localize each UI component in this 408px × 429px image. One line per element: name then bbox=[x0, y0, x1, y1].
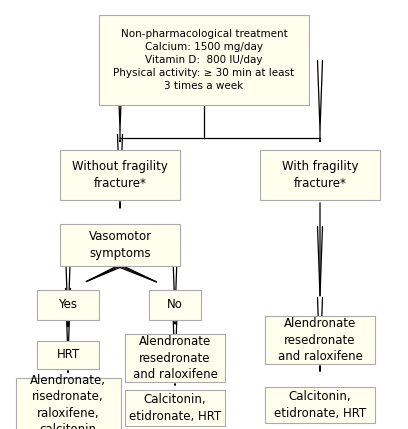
Text: Vasomotor
symptoms: Vasomotor symptoms bbox=[89, 230, 151, 260]
FancyBboxPatch shape bbox=[60, 150, 180, 200]
FancyBboxPatch shape bbox=[60, 224, 180, 266]
FancyBboxPatch shape bbox=[125, 334, 225, 382]
Text: Yes: Yes bbox=[58, 299, 78, 311]
FancyBboxPatch shape bbox=[260, 150, 380, 200]
FancyBboxPatch shape bbox=[265, 387, 375, 423]
Text: Non-pharmacological treatment
Calcium: 1500 mg/day
Vitamin D:  800 IU/day
Physic: Non-pharmacological treatment Calcium: 1… bbox=[113, 30, 295, 91]
FancyBboxPatch shape bbox=[37, 290, 99, 320]
Text: Alendronate
resedronate
and raloxifene: Alendronate resedronate and raloxifene bbox=[133, 335, 217, 381]
FancyBboxPatch shape bbox=[265, 316, 375, 364]
Text: Calcitonin,
etidronate, HRT: Calcitonin, etidronate, HRT bbox=[274, 390, 366, 420]
Text: No: No bbox=[167, 299, 183, 311]
Text: HRT: HRT bbox=[56, 348, 80, 362]
Text: Without fragility
fracture*: Without fragility fracture* bbox=[72, 160, 168, 190]
Text: Calcitonin,
etidronate, HRT: Calcitonin, etidronate, HRT bbox=[129, 393, 221, 423]
Text: With fragility
fracture*: With fragility fracture* bbox=[282, 160, 358, 190]
FancyBboxPatch shape bbox=[37, 341, 99, 369]
FancyBboxPatch shape bbox=[125, 390, 225, 426]
FancyBboxPatch shape bbox=[99, 15, 309, 105]
FancyBboxPatch shape bbox=[16, 378, 120, 429]
FancyBboxPatch shape bbox=[149, 290, 201, 320]
Text: Alendronate,
risedronate,
raloxifene,
calcitonin: Alendronate, risedronate, raloxifene, ca… bbox=[30, 374, 106, 429]
Text: Alendronate
resedronate
and raloxifene: Alendronate resedronate and raloxifene bbox=[277, 317, 362, 363]
